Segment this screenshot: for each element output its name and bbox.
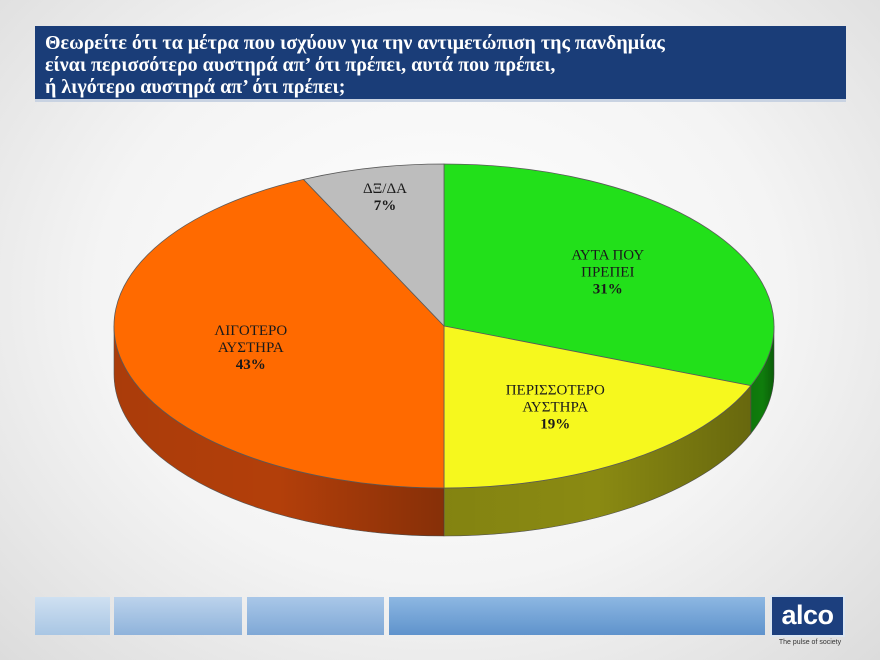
slice-category-label-1-0: ΠΕΡΙΣΣΟΤΕΡΟ [506, 382, 605, 398]
slice-category-label-0-1: ΠΡΕΠΕΙ [581, 264, 634, 280]
pie-side-shade-2 [114, 326, 444, 536]
title-line-2: είναι περισσότερο αυστηρά απ’ ότι πρέπει… [45, 54, 556, 76]
title-line-1: Θεωρείτε ότι τα μέτρα που ισχύουν για τη… [45, 32, 665, 54]
footer-bar-3 [247, 597, 384, 635]
title-line-3: ή λιγότερο αυστηρά απ’ ότι πρέπει; [45, 76, 346, 98]
pie-slice-0 [443, 163, 775, 387]
footer-bar-2 [114, 597, 242, 635]
question-title-banner: Θεωρείτε ότι τα μέτρα που ισχύουν για τη… [35, 26, 846, 102]
pie-slice-1 [443, 325, 752, 489]
slice-value-label-0: 31% [593, 281, 623, 297]
logo-tagline: The pulse of society [778, 639, 842, 646]
footer-bar-4 [389, 597, 765, 635]
slice-value-label-2: 43% [236, 357, 266, 373]
pie-slice-3 [302, 163, 445, 327]
slice-category-label-2-1: ΑΥΣΤΗΡΑ [218, 340, 284, 356]
alco-logo: alco [770, 595, 845, 637]
slice-value-label-3: 7% [374, 198, 397, 214]
slice-category-label-1-1: ΑΥΣΤΗΡΑ [522, 399, 588, 415]
pie-side-shade-0 [750, 326, 774, 434]
pie-slice-2 [113, 178, 445, 489]
slice-value-label-1: 19% [540, 416, 570, 432]
slice-category-label-3-0: ΔΞ/ΔΑ [363, 181, 407, 197]
slice-category-label-0-0: ΑΥΤΑ ΠΟΥ [571, 247, 644, 263]
pie-side-shade-1 [444, 385, 751, 536]
footer-bar-1 [35, 597, 110, 635]
slice-category-label-2-0: ΛΙΓΟΤΕΡΟ [214, 323, 287, 339]
